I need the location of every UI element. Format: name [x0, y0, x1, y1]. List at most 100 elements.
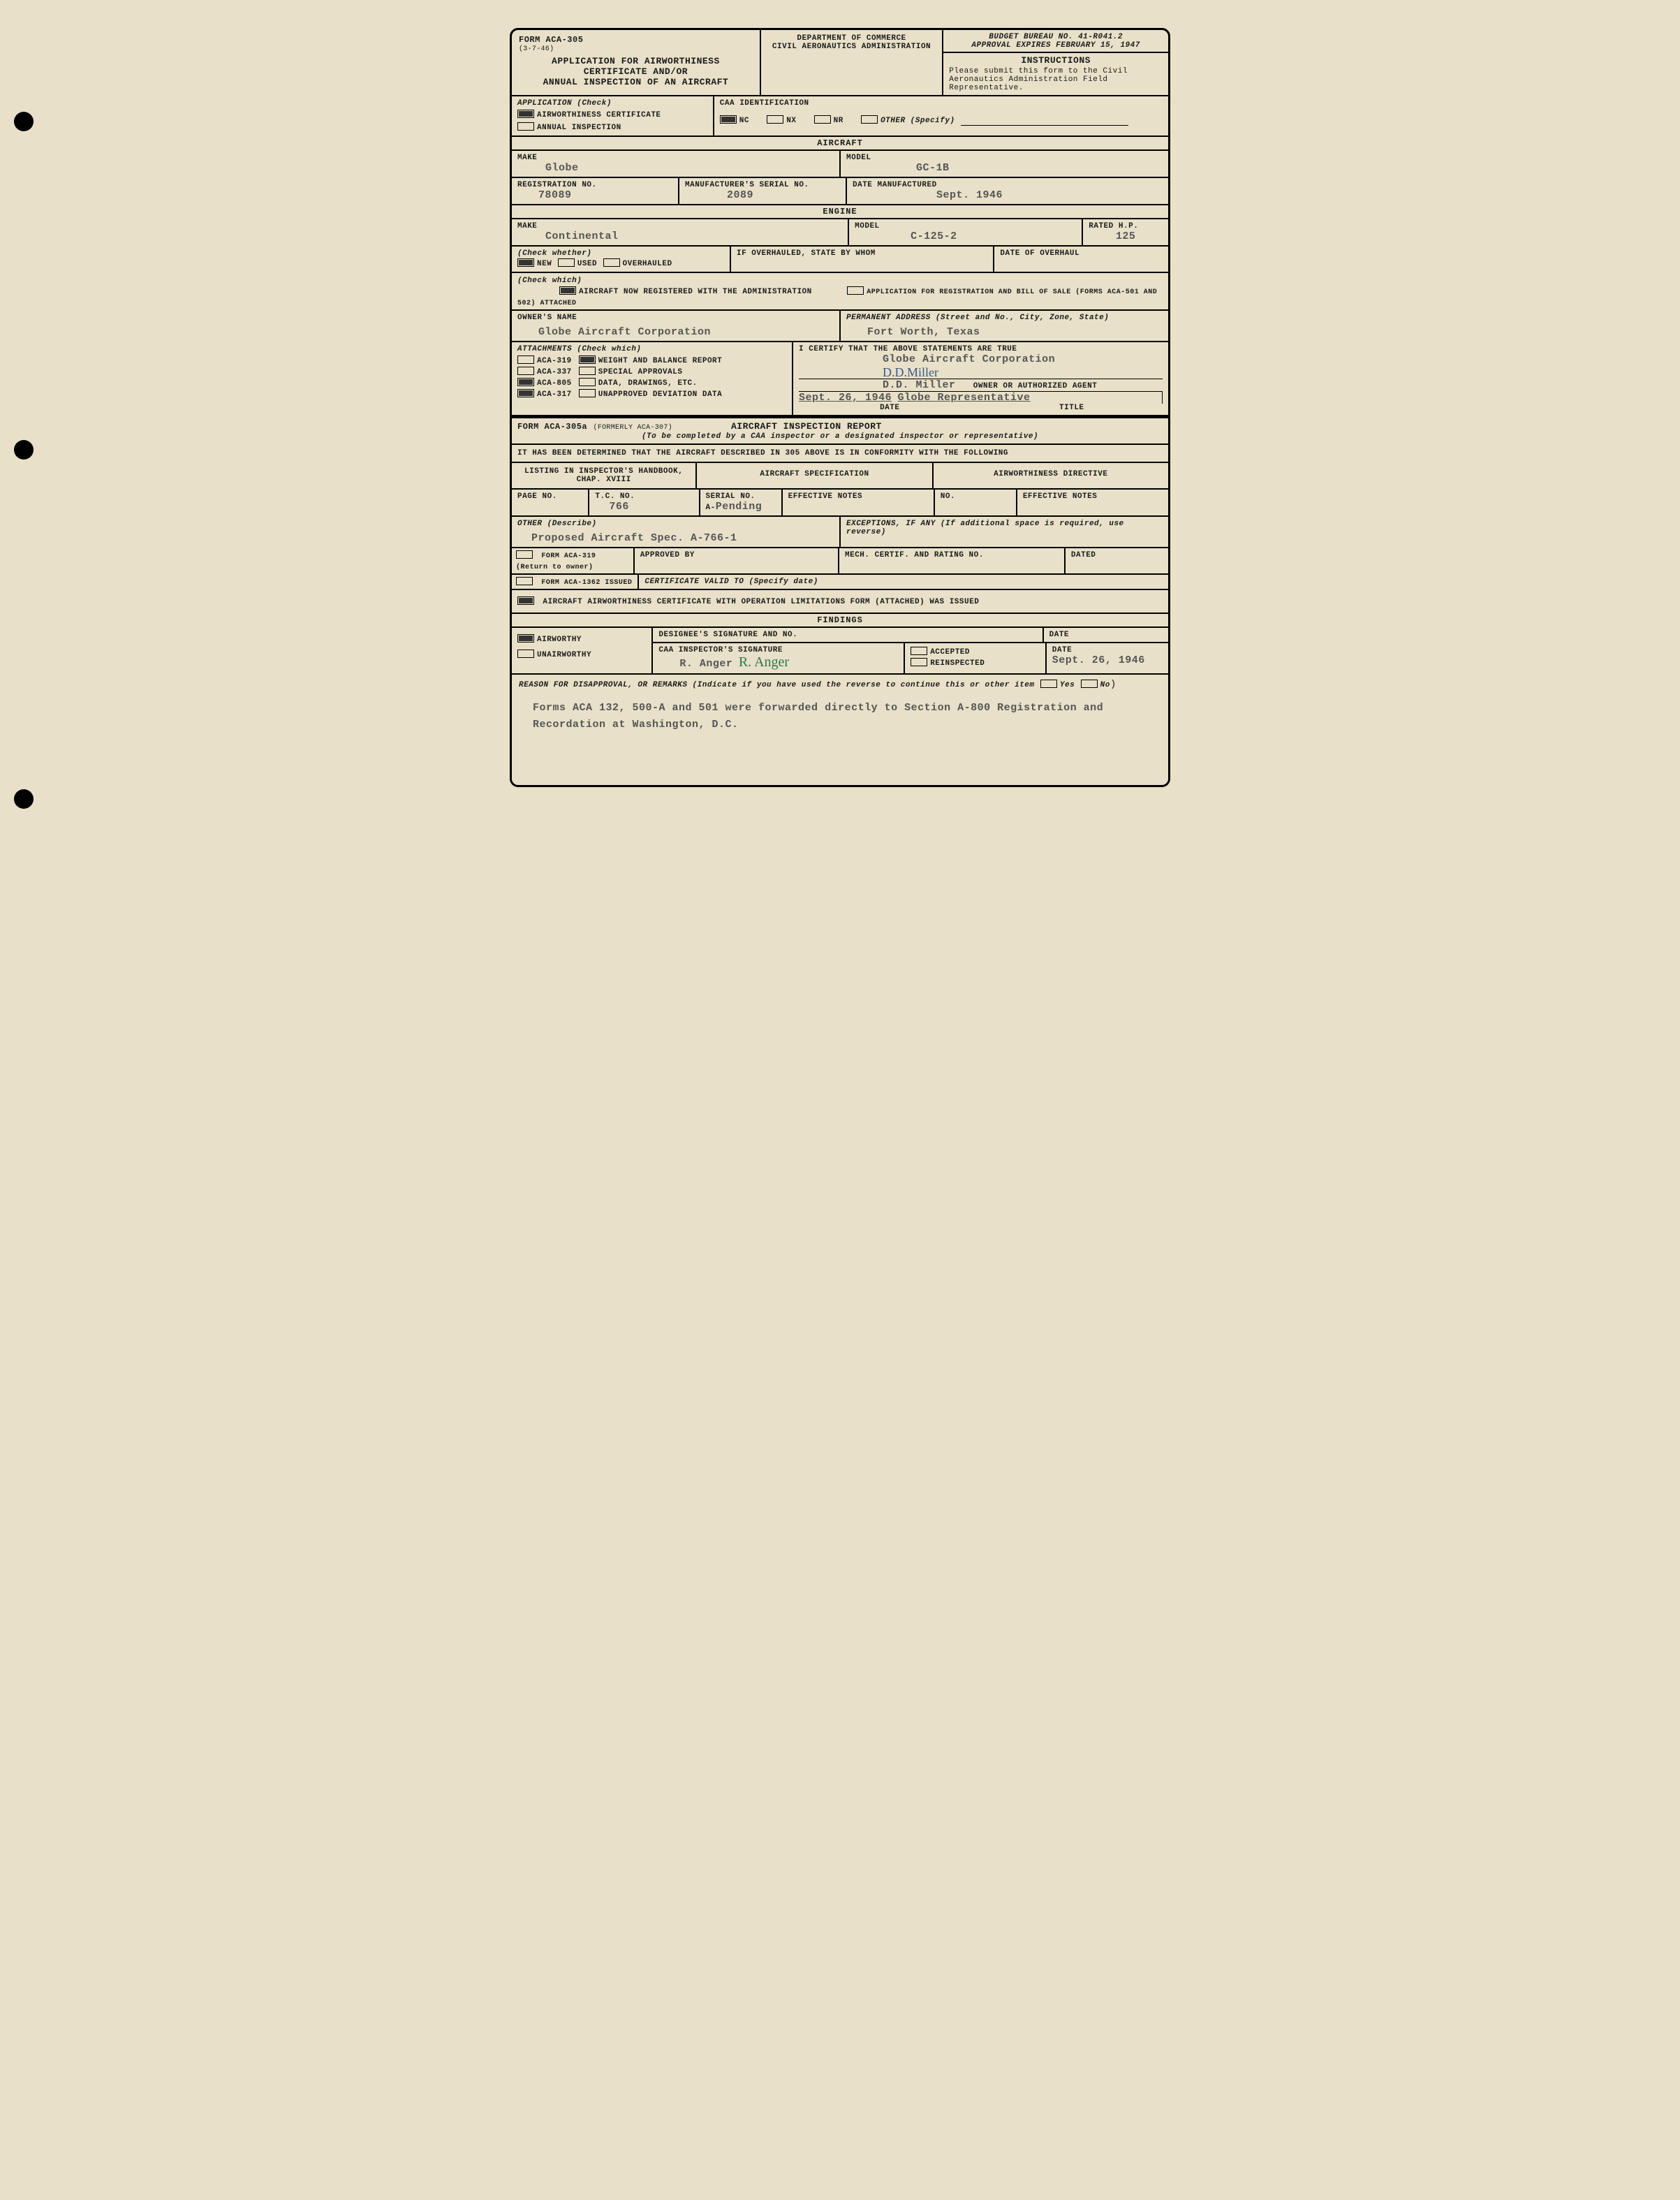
dept: DEPARTMENT OF COMMERCE: [765, 34, 938, 43]
app-title-1: APPLICATION FOR AIRWORTHINESS CERTIFICAT…: [519, 56, 753, 77]
app-title-2: ANNUAL INSPECTION OF AN AIRCRAFT: [519, 77, 753, 87]
nx-label: NX: [786, 117, 796, 125]
remarks-yes: Yes: [1060, 681, 1075, 689]
nc-label: NC: [739, 117, 749, 125]
application-label: APPLICATION (Check): [517, 99, 707, 108]
airworthy-label: AIRWORTHY: [537, 636, 582, 644]
title-col-label: TITLE: [981, 404, 1163, 412]
findings-banner: FINDINGS: [512, 614, 1168, 628]
aircraft-make: Globe: [545, 162, 834, 174]
aircraft-model: GC-1B: [916, 162, 1163, 174]
annual-inspection-label: ANNUAL INSPECTION: [537, 124, 621, 132]
reg-no-label: REGISTRATION NO.: [517, 181, 672, 189]
admin: CIVIL AERONAUTICS ADMINISTRATION: [765, 43, 938, 51]
findings-date: Sept. 26, 1946: [1052, 654, 1163, 666]
inspector-signature: R. Anger: [739, 654, 789, 670]
agent-label: OWNER OR AUTHORIZED AGENT: [973, 382, 1098, 390]
certify-title: Globe Representative: [897, 392, 1030, 404]
tc-no-label: T.C. NO.: [595, 492, 693, 501]
caa-id-label: CAA IDENTIFICATION: [720, 99, 1163, 108]
dated-label: DATED: [1071, 551, 1163, 559]
wbr-checkbox[interactable]: [579, 355, 596, 364]
accepted-checkbox[interactable]: [911, 647, 927, 655]
listing-label: LISTING IN INSPECTOR'S HANDBOOK, CHAP. X…: [512, 463, 697, 488]
engine-model: C-125-2: [911, 230, 1076, 242]
sa-label: SPECIAL APPROVALS: [598, 368, 683, 376]
remarks-yes-checkbox[interactable]: [1040, 680, 1057, 688]
instructions-text: Please submit this form to the Civil Aer…: [949, 67, 1163, 92]
engine-banner: ENGINE: [512, 205, 1168, 219]
serial-val: Pending: [716, 501, 762, 513]
airworthiness-checkbox[interactable]: [517, 110, 534, 118]
owner-addr: Fort Worth, Texas: [867, 326, 1163, 338]
overhauled-checkbox[interactable]: [603, 258, 620, 267]
aca319-checkbox[interactable]: [517, 355, 534, 364]
form1362-checkbox[interactable]: [516, 577, 533, 585]
aca317-label: ACA-317: [537, 390, 572, 399]
engine-make-label: MAKE: [517, 222, 842, 230]
nr-checkbox[interactable]: [814, 115, 831, 124]
cert-issued-label: AIRCRAFT AIRWORTHINESS CERTIFICATE WITH …: [543, 598, 979, 606]
aca805-checkbox[interactable]: [517, 378, 534, 386]
reinspected-checkbox[interactable]: [911, 658, 927, 666]
nc-checkbox[interactable]: [720, 115, 737, 124]
budget-no: BUDGET BUREAU NO. 41-R041.2: [949, 33, 1163, 41]
remarks-no-checkbox[interactable]: [1081, 680, 1098, 688]
overhaul-by-label: IF OVERHAULED, STATE BY WHOM: [737, 249, 987, 258]
udd-label: UNAPPROVED DEVIATION DATA: [598, 390, 723, 399]
certify-signature: D.D.Miller: [883, 365, 1163, 380]
cert-issued-checkbox[interactable]: [517, 596, 534, 605]
aca337-checkbox[interactable]: [517, 367, 534, 375]
eff-notes-2: EFFECTIVE NOTES: [1023, 492, 1163, 501]
certify-label: I CERTIFY THAT THE ABOVE STATEMENTS ARE …: [799, 345, 1163, 353]
directive-label: AIRWORTHINESS DIRECTIVE: [934, 463, 1168, 488]
airworthiness-label: AIRWORTHINESS CERTIFICATE: [537, 111, 661, 119]
used-checkbox[interactable]: [558, 258, 575, 267]
airworthy-checkbox[interactable]: [517, 634, 534, 643]
unairworthy-checkbox[interactable]: [517, 650, 534, 658]
used-label: USED: [577, 260, 597, 268]
certify-name: D.D. Miller: [883, 379, 956, 391]
spec-label: AIRCRAFT SPECIFICATION: [697, 463, 933, 488]
accepted-label: ACCEPTED: [930, 648, 970, 657]
mech-label: MECH. CERTIF. AND RATING NO.: [845, 551, 1059, 559]
nx-checkbox[interactable]: [767, 115, 783, 124]
serial-label: MANUFACTURER'S SERIAL NO.: [685, 181, 840, 189]
approval-expires: APPROVAL EXPIRES FEBRUARY 15, 1947: [943, 41, 1168, 53]
engine-make: Continental: [545, 230, 842, 242]
form-date: (3-7-46): [519, 45, 753, 53]
nr-label: NR: [834, 117, 843, 125]
new-label: NEW: [537, 260, 552, 268]
owner-name-label: OWNER'S NAME: [517, 314, 834, 322]
sa-checkbox[interactable]: [579, 367, 596, 375]
dde-checkbox[interactable]: [579, 378, 596, 386]
new-checkbox[interactable]: [517, 258, 534, 267]
certify-company: Globe Aircraft Corporation: [883, 353, 1163, 365]
annual-inspection-checkbox[interactable]: [517, 122, 534, 131]
other-checkbox[interactable]: [861, 115, 878, 124]
inspector-label: CAA INSPECTOR'S SIGNATURE: [658, 646, 898, 654]
other-label: OTHER (Specify): [880, 117, 955, 125]
date-mfg: Sept. 1946: [936, 189, 1003, 201]
formerly: (FORMERLY ACA-307): [594, 424, 672, 432]
inspector-name: R. Anger: [679, 658, 732, 670]
serial-no-label: SERIAL NO.: [706, 492, 776, 501]
tc-no: 766: [609, 501, 693, 513]
app-registration-checkbox[interactable]: [847, 286, 864, 295]
eff-notes-1: EFFECTIVE NOTES: [788, 492, 928, 501]
determined-text: IT HAS BEEN DETERMINED THAT THE AIRCRAFT…: [512, 445, 1168, 462]
dde-label: DATA, DRAWINGS, ETC.: [598, 379, 698, 388]
aca319-label: ACA-319: [537, 357, 572, 365]
aca317-checkbox[interactable]: [517, 389, 534, 397]
remarks-no: No: [1100, 681, 1110, 689]
findings-date-2-label: DATE: [1052, 646, 1163, 654]
registered-checkbox[interactable]: [559, 286, 576, 295]
form319-checkbox[interactable]: [516, 550, 533, 559]
hp-label: RATED H.P.: [1089, 222, 1163, 230]
reg-no: 78089: [538, 189, 672, 201]
remarks-label: REASON FOR DISAPPROVAL, OR REMARKS (Indi…: [519, 681, 1035, 689]
aircraft-model-label: MODEL: [846, 154, 1163, 162]
engine-model-label: MODEL: [855, 222, 1076, 230]
udd-checkbox[interactable]: [579, 389, 596, 397]
instructions-header: INSTRUCTIONS: [949, 55, 1163, 66]
